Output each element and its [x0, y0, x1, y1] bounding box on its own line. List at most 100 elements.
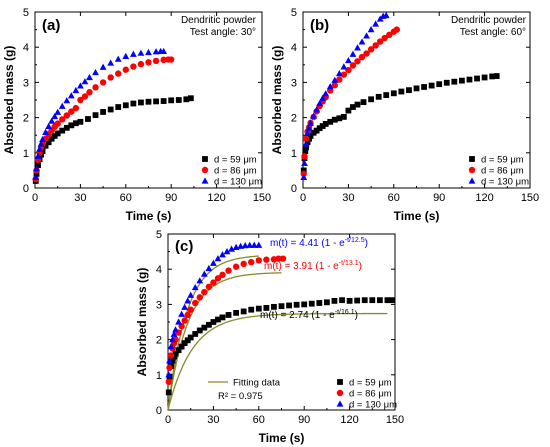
- legend-label: d = 130 μm: [214, 177, 262, 188]
- data-point: [345, 107, 352, 114]
- legend-label: d = 130 μm: [349, 400, 397, 411]
- data-point: [72, 104, 80, 112]
- data-point: [219, 251, 226, 258]
- data-point: [389, 297, 395, 304]
- data-point: [92, 112, 99, 119]
- data-point: [48, 117, 56, 124]
- y-axis-label: Absorbed mass (g): [270, 46, 284, 155]
- data-point: [331, 297, 338, 304]
- data-point: [63, 124, 70, 131]
- data-point: [183, 96, 190, 103]
- data-point: [369, 297, 376, 304]
- data-point: [115, 104, 122, 110]
- data-point: [160, 98, 167, 104]
- y-tick-label: 0: [23, 183, 29, 195]
- data-point: [302, 140, 310, 147]
- data-point: [77, 118, 84, 125]
- data-point: [187, 306, 194, 313]
- data-point: [51, 112, 59, 120]
- series-triangle: [165, 241, 263, 378]
- data-point: [382, 11, 390, 19]
- data-point: [210, 279, 217, 286]
- data-point: [39, 148, 46, 154]
- data-point: [300, 173, 308, 181]
- data-point: [358, 53, 366, 61]
- fit-equation: m(t) = 4.41 (1 - e-t/12.5): [270, 237, 368, 249]
- panel-label: (c): [175, 238, 193, 255]
- data-point: [346, 297, 353, 304]
- x-tick-label: 90: [165, 192, 177, 204]
- data-point: [393, 26, 401, 33]
- data-point: [81, 78, 89, 85]
- y-tick-label: 5: [23, 7, 29, 19]
- x-tick-label: 60: [388, 192, 400, 204]
- fit-equation: m(t) = 3.91 (1 - e-t/13.1): [264, 260, 362, 272]
- data-point: [406, 87, 412, 94]
- legend: d = 59 μmd = 86 μmd = 130 μm: [468, 155, 529, 188]
- data-point: [275, 255, 282, 262]
- data-point: [326, 83, 334, 90]
- data-point: [181, 317, 188, 324]
- data-point: [92, 68, 99, 76]
- equation-exponent: -t/12.5: [345, 237, 365, 244]
- fit-equation: m(t) = 2.74 (1 - e-t/16.1): [260, 309, 358, 321]
- data-point: [187, 291, 195, 298]
- data-point: [145, 48, 152, 56]
- data-point: [322, 90, 330, 97]
- x-tick-label: 30: [74, 192, 86, 204]
- data-point: [349, 62, 357, 69]
- data-point: [36, 145, 43, 152]
- data-point: [100, 109, 106, 115]
- series-square: [165, 297, 395, 396]
- equation-main: m(t) = 2.74 (1 - e: [260, 310, 335, 321]
- data-point: [130, 63, 137, 70]
- data-point: [361, 297, 368, 304]
- data-point: [68, 122, 75, 129]
- y-tick-label: 3: [23, 77, 29, 89]
- legend-marker: [469, 156, 475, 162]
- data-point: [459, 77, 465, 84]
- x-axis-label: Time (s): [394, 209, 440, 223]
- data-point: [81, 93, 89, 100]
- y-axis-label: Absorbed mass (g): [135, 268, 149, 377]
- data-point: [200, 270, 208, 277]
- data-point: [114, 55, 122, 62]
- data-point: [331, 76, 339, 83]
- x-tick-label: 150: [253, 192, 271, 204]
- data-point: [354, 101, 361, 108]
- data-point: [345, 56, 352, 64]
- data-point: [184, 311, 191, 319]
- data-point: [466, 76, 473, 83]
- data-point: [184, 297, 192, 304]
- panel-label: (a): [42, 17, 60, 34]
- data-point: [166, 357, 173, 364]
- series-circle: [32, 56, 175, 183]
- data-point: [331, 82, 338, 89]
- legend-marker: [337, 379, 343, 385]
- data-point: [316, 99, 324, 107]
- data-point: [293, 301, 300, 308]
- data-point: [303, 144, 309, 151]
- data-point: [45, 139, 52, 146]
- data-point: [165, 378, 172, 386]
- equation-close: ): [355, 310, 358, 321]
- data-point: [363, 32, 370, 39]
- data-point: [122, 52, 130, 59]
- data-point: [192, 299, 199, 307]
- y-tick-label: 4: [23, 42, 29, 54]
- data-point: [246, 241, 254, 248]
- data-point: [481, 74, 488, 81]
- x-tick-label: 0: [165, 414, 171, 426]
- data-point: [255, 241, 263, 248]
- data-point: [122, 102, 129, 109]
- data-point: [172, 326, 179, 333]
- data-point: [192, 331, 199, 337]
- data-point: [386, 31, 393, 39]
- data-point: [381, 34, 388, 42]
- data-point: [363, 50, 370, 57]
- data-point: [335, 70, 343, 77]
- data-point: [219, 314, 226, 321]
- data-point: [263, 305, 270, 311]
- data-point: [215, 316, 221, 323]
- data-point: [138, 99, 144, 106]
